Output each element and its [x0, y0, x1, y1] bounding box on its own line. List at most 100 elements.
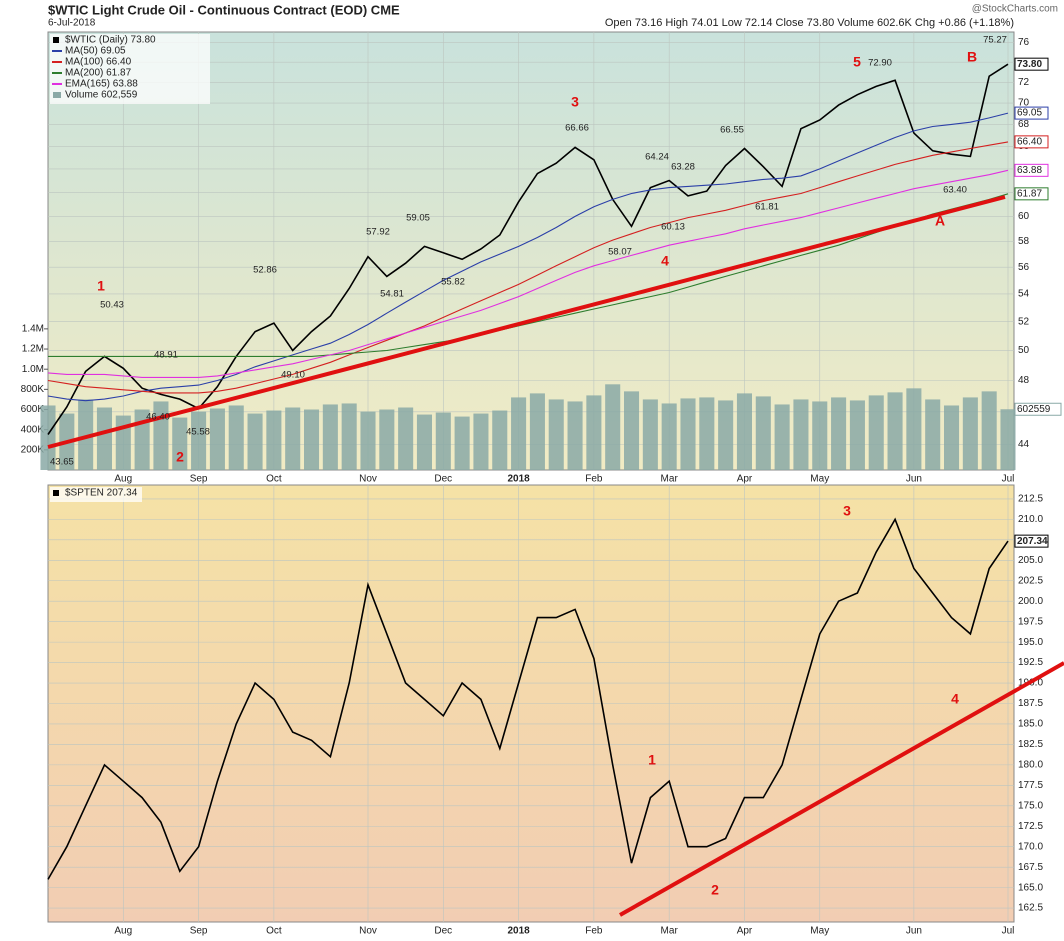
- x-tick-label: Feb: [585, 926, 603, 937]
- price-note: 57.92: [366, 227, 390, 238]
- volume-bar: [944, 405, 960, 470]
- volume-bar: [962, 397, 978, 470]
- y2-tick-label: 1.2M: [22, 344, 44, 355]
- legend-label: $SPTEN 207.34: [65, 488, 138, 499]
- wave-label: 3: [571, 94, 579, 110]
- x-tick-label: Nov: [359, 926, 377, 937]
- price-tag: 207.34: [1017, 536, 1048, 547]
- y-tick-label: 162.5: [1018, 903, 1043, 914]
- y-tick-label: 195.0: [1018, 637, 1043, 648]
- legend-swatch: [53, 490, 59, 496]
- volume-bar: [736, 393, 752, 470]
- y-tick-label: 44: [1018, 439, 1030, 450]
- wave-label: 4: [951, 691, 959, 707]
- y-tick-label: 172.5: [1018, 821, 1043, 832]
- y-tick-label: 175.0: [1018, 800, 1043, 811]
- price-tag-box: [1014, 135, 1049, 149]
- wave-label: 2: [711, 882, 719, 898]
- y2-tick-label: 400K: [21, 424, 45, 435]
- title: $WTIC Light Crude Oil - Continuous Contr…: [48, 2, 400, 17]
- volume-bar: [680, 398, 696, 470]
- quote: Open 73.16 High 74.01 Low 72.14 Close 73…: [605, 17, 1014, 29]
- volume-bar: [40, 405, 56, 470]
- price-note: 50.43: [100, 300, 124, 311]
- trendline: [619, 661, 1064, 917]
- x-tick-label: Jun: [906, 474, 922, 485]
- volume-bar: [96, 407, 112, 470]
- volume-bar: [209, 408, 225, 470]
- volume-bar: [473, 413, 489, 470]
- price-note: 61.81: [755, 202, 779, 213]
- price-note: 54.81: [380, 289, 404, 300]
- y-tick-label: 205.0: [1018, 555, 1043, 566]
- price-tag: 63.88: [1017, 165, 1042, 176]
- legend-label: EMA(165) 63.88: [65, 79, 138, 90]
- volume-bar: [831, 397, 847, 470]
- x-tick-label: 2018: [507, 474, 530, 485]
- legend-box: [50, 34, 210, 104]
- price-tag: 66.40: [1017, 137, 1042, 148]
- x-tick-label: May: [810, 926, 829, 937]
- average-line: [47, 169, 1009, 378]
- volume-bar: [360, 411, 376, 470]
- price-note: 75.27: [983, 35, 1007, 46]
- volume-bar: [341, 403, 357, 470]
- x-tick-label: Mar: [661, 926, 679, 937]
- volume-bar: [247, 413, 263, 470]
- x-tick-label: Feb: [585, 474, 603, 485]
- x-tick-label: Nov: [359, 474, 377, 485]
- average-line: [47, 112, 1009, 402]
- volume-bar: [981, 391, 997, 470]
- y2-tick-label: 1.4M: [22, 324, 44, 335]
- legend-label: MA(100) 66.40: [65, 57, 132, 68]
- volume-bar: [642, 399, 658, 470]
- price-note: 64.24: [645, 152, 669, 163]
- price-tag-box: [1014, 187, 1049, 201]
- volume-bar: [529, 393, 545, 470]
- volume-bar: [78, 399, 94, 470]
- volume-bar: [812, 401, 828, 470]
- legend: $SPTEN 207.34: [50, 487, 142, 502]
- volume-bar: [454, 416, 470, 470]
- volume-bar: [755, 396, 771, 470]
- volume-bar: [699, 397, 715, 470]
- legend-label: Volume 602,559: [65, 90, 138, 101]
- trendline: [47, 195, 1006, 449]
- wave-label: 1: [648, 752, 656, 768]
- x-tick-label: Dec: [434, 474, 452, 485]
- wave-label: A: [935, 213, 945, 229]
- y-tick-label: 177.5: [1018, 780, 1043, 791]
- y-tick-label: 170.0: [1018, 841, 1043, 852]
- price-tag-box: [1014, 402, 1062, 416]
- annotations: 1 50.43 48.91 46.40 45.58 2 43.65 52.86 …: [50, 35, 1007, 898]
- price-tag: 602559: [1017, 404, 1051, 415]
- wave-label: 5: [853, 54, 861, 70]
- y-tick-label: 72: [1018, 77, 1030, 88]
- volume-bar: [398, 407, 414, 470]
- x-tick-label: Dec: [434, 926, 452, 937]
- volume-bar: [228, 405, 244, 470]
- y-tick-label: 50: [1018, 345, 1030, 356]
- x-tick-label: Sep: [190, 926, 208, 937]
- price-tag-box: [1014, 106, 1049, 120]
- x-tick-label: Jul: [1002, 926, 1015, 937]
- x-tick-label: Oct: [266, 926, 282, 937]
- volume-bar: [172, 417, 188, 470]
- x-tick-label: Sep: [190, 474, 208, 485]
- volume-bar: [115, 415, 131, 470]
- volume-bar: [435, 412, 451, 470]
- volume-bar: [1000, 409, 1016, 470]
- x-tick-label: Jun: [906, 926, 922, 937]
- x-tick-label: Oct: [266, 474, 282, 485]
- volume-bar: [868, 395, 884, 470]
- volume-bar: [285, 407, 301, 470]
- volume-bar: [511, 397, 527, 470]
- y-tick-label: 58: [1018, 236, 1030, 247]
- wave-label: 1: [97, 278, 105, 294]
- price-note: 49.10: [281, 370, 305, 381]
- price-note: 59.05: [406, 213, 430, 224]
- legend-label: MA(50) 69.05: [65, 46, 126, 57]
- wave-label: 4: [661, 253, 669, 269]
